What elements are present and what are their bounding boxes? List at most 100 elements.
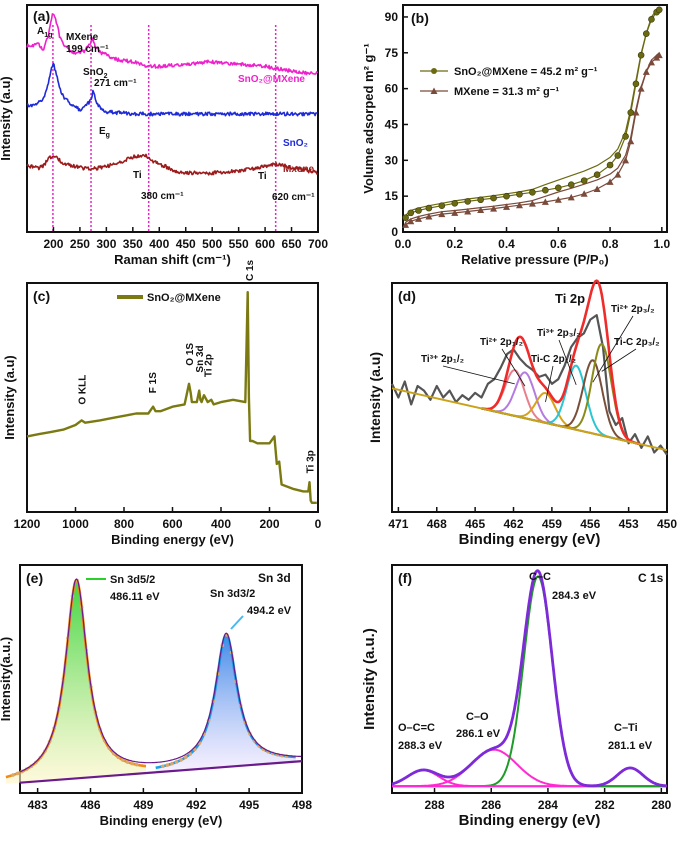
panel-e: 483 486 489 492 495 498 (e) Sn 3d Sn 3d5/2 486.11… [0, 565, 312, 828]
data-point [594, 185, 601, 192]
peak-label: Ti-C 2p₁/₂ [531, 354, 576, 365]
data-point [656, 7, 662, 13]
y-axis-label: Volume adsorped m² g⁻¹ [361, 43, 376, 193]
x-axis-label: Binding energy (eV) [100, 813, 223, 828]
peak-value: 494.2 eV [247, 605, 292, 617]
spectrum-title: Ti 2p [555, 291, 585, 306]
data-point [633, 81, 639, 87]
data-point [465, 198, 471, 204]
y-tick-label: 45 [385, 117, 399, 131]
y-axis-label: Intensity (a.u) [0, 76, 13, 161]
data-point [638, 52, 644, 58]
x-tick-label: 600 [162, 517, 182, 531]
data-point [648, 16, 654, 22]
peak-label: Ti 2p [204, 354, 215, 377]
peak-label: Ti²⁺ 2p₁/₂ [480, 337, 523, 348]
x-tick-label: 600 [255, 237, 275, 251]
annotation-subscript: g [106, 132, 110, 139]
x-tick-label: 550 [229, 237, 249, 251]
annotation: 271 cm⁻¹ [94, 78, 137, 89]
x-tick-label: 489 [133, 798, 153, 812]
panel-label: (b) [411, 10, 429, 26]
data-point [161, 764, 165, 768]
data-point [555, 185, 561, 191]
peak-label: Ti-C 2p₃/₂ [614, 337, 660, 348]
panel-d: 471 468 465 462 459 456 453 450(d) Ti 2pTi³⁺ 2p₁… [367, 281, 677, 548]
x-tick-label: 450 [657, 517, 677, 531]
legend-label: SnO₂@MXene [147, 292, 221, 304]
x-tick-label: 0.8 [602, 237, 619, 251]
x-tick-label: 800 [114, 517, 134, 531]
data-point [516, 191, 522, 197]
x-tick-label: 462 [503, 517, 523, 531]
panel-label: (f) [398, 570, 412, 586]
data-point [16, 772, 20, 776]
x-tick-label: 471 [388, 517, 408, 531]
data-point [135, 763, 139, 767]
peak-value: 284.3 eV [552, 590, 597, 602]
panel-a: 200 250 300 350 400 450 500 550 600 650 700 (a) Inte… [0, 5, 328, 267]
x-tick-label: 400 [211, 517, 231, 531]
data-point [643, 31, 649, 37]
peak-area [6, 580, 146, 784]
spectrum-title: C 1s [638, 571, 664, 585]
data-point [426, 205, 432, 211]
data-point [643, 68, 650, 75]
y-tick-label: 90 [385, 10, 399, 24]
data-point [403, 215, 409, 221]
data-point [594, 172, 600, 178]
series-line-desorption [406, 7, 660, 215]
peak-label: F 1S [148, 372, 159, 393]
peak-label: C–C [529, 571, 551, 583]
data-point [628, 110, 634, 116]
y-tick-label: 60 [385, 82, 399, 96]
panel-label: (a) [33, 8, 50, 24]
data-point [529, 189, 535, 195]
y-tick-label: 30 [385, 153, 399, 167]
annotation: Ti [258, 171, 267, 182]
leader-arrow [443, 366, 515, 384]
plot-frame [27, 283, 318, 512]
x-tick-label: 456 [580, 517, 600, 531]
peak-value: 288.3 eV [398, 740, 443, 752]
x-tick-label: 483 [28, 798, 48, 812]
plot-frame [403, 5, 667, 232]
data-point [416, 207, 422, 213]
peak-label: C 1s [245, 259, 256, 281]
data-point [439, 203, 445, 209]
series-label: SnO₂ [283, 138, 308, 149]
spectrum-title: Sn 3d [258, 571, 291, 585]
data-point [607, 162, 613, 168]
legend-label: SnO₂@MXene = 45.2 m² g⁻¹ [454, 66, 598, 78]
y-axis-label: Intensity (a.u) [367, 352, 383, 443]
series-line-desorption [406, 53, 660, 223]
data-point [452, 200, 458, 206]
data-point [581, 178, 587, 184]
peak-label: Ti³⁺ 2p₁/₂ [421, 354, 464, 365]
peak-label: Ti³⁺ 2p₃/₂ [537, 328, 581, 339]
x-tick-label: 0 [315, 517, 322, 531]
series-line [27, 154, 318, 174]
panel-label: (d) [398, 288, 416, 304]
annotation: MXene [66, 32, 99, 43]
x-axis-label: Relative pressure (P/P₀) [461, 252, 608, 267]
x-axis-label: Binding energy (eV) [111, 532, 234, 547]
peak-area [156, 635, 296, 773]
background-line [392, 388, 667, 450]
data-point [638, 85, 645, 92]
annotation-subscript: 1g [44, 32, 52, 39]
data-point [478, 197, 484, 203]
x-tick-label: 288 [425, 798, 445, 812]
data-point [568, 182, 574, 188]
data-point [175, 760, 179, 764]
peak-value: 486.11 eV [110, 591, 160, 603]
panel-b: 0 15 30 45 60 75 90 0.0 0.2 0.4 0.6 0.8 1.0 SnO₂@MXen… [361, 5, 670, 267]
peak-label: C–Ti [614, 722, 638, 734]
annotation: Eg [99, 126, 110, 139]
y-axis-label: Intensity (a.u) [2, 355, 17, 440]
x-axis-label: Binding energy (eV) [459, 812, 601, 829]
peak-label: Ti²⁺ 2p₃/₂ [611, 304, 655, 315]
x-tick-label: 0.6 [550, 237, 567, 251]
peak-label: Sn 3d5/2 [110, 574, 155, 586]
x-tick-label: 453 [619, 517, 639, 531]
